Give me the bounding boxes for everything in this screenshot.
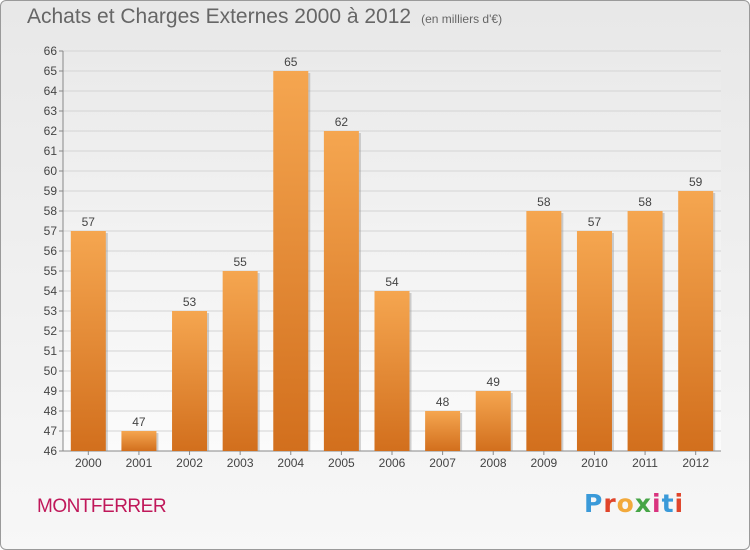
bar-value-label: 58 <box>638 195 652 209</box>
bar <box>627 211 663 451</box>
y-tick-label: 47 <box>44 424 58 438</box>
bar <box>425 411 461 451</box>
y-tick-label: 51 <box>44 344 58 358</box>
bar <box>374 291 410 451</box>
y-tick-label: 57 <box>44 224 58 238</box>
bar-value-label: 48 <box>436 395 450 409</box>
chart-title-text: Achats et Charges Externes 2000 à 2012 <box>27 5 412 28</box>
x-tick-label: 2007 <box>429 456 456 470</box>
y-tick-label: 61 <box>44 144 58 158</box>
x-tick-label: 2012 <box>682 456 709 470</box>
x-tick-label: 2002 <box>176 456 203 470</box>
bar-value-label: 59 <box>689 175 703 189</box>
chart-title: Achats et Charges Externes 2000 à 2012 (e… <box>27 5 502 29</box>
y-tick-label: 52 <box>44 324 58 338</box>
y-tick-label: 49 <box>44 384 58 398</box>
x-tick-label: 2006 <box>379 456 406 470</box>
proxiti-logo: Proxiti <box>584 489 685 518</box>
y-tick-label: 48 <box>44 404 58 418</box>
x-tick-label: 2009 <box>530 456 557 470</box>
bar <box>222 271 258 451</box>
y-tick-label: 65 <box>44 64 58 78</box>
bar <box>678 191 714 451</box>
x-tick-label: 2000 <box>75 456 102 470</box>
bar-value-label: 55 <box>233 255 247 269</box>
y-tick-label: 46 <box>44 444 58 458</box>
bar-value-label: 47 <box>132 415 146 429</box>
bar <box>475 391 511 451</box>
x-tick-label: 2008 <box>480 456 507 470</box>
bar-value-label: 57 <box>588 215 602 229</box>
bar <box>526 211 562 451</box>
x-tick-label: 2010 <box>581 456 608 470</box>
y-tick-label: 54 <box>44 284 58 298</box>
y-tick-label: 50 <box>44 364 58 378</box>
y-tick-label: 56 <box>44 244 58 258</box>
bar-value-label: 49 <box>487 375 501 389</box>
y-tick-label: 58 <box>44 204 58 218</box>
y-tick-label: 63 <box>44 104 58 118</box>
x-tick-label: 2004 <box>277 456 304 470</box>
bar-value-label: 53 <box>183 295 197 309</box>
y-tick-label: 53 <box>44 304 58 318</box>
bar <box>323 131 359 451</box>
town-name: MONTFERRER <box>37 496 167 517</box>
bar-value-label: 65 <box>284 55 298 69</box>
bar <box>172 311 208 451</box>
bar-value-label: 62 <box>335 115 349 129</box>
y-tick-label: 55 <box>44 264 58 278</box>
chart-unit: (en milliers d'€) <box>421 12 503 26</box>
x-tick-label: 2011 <box>632 456 658 470</box>
y-tick-label: 59 <box>44 184 58 198</box>
y-tick-label: 62 <box>44 124 58 138</box>
bar <box>70 231 106 451</box>
y-tick-label: 66 <box>44 44 58 58</box>
bar-value-label: 57 <box>82 215 96 229</box>
bar <box>576 231 612 451</box>
x-tick-label: 2005 <box>328 456 355 470</box>
x-tick-label: 2003 <box>227 456 254 470</box>
y-tick-label: 64 <box>44 84 58 98</box>
y-tick-label: 60 <box>44 164 58 178</box>
bar-value-label: 58 <box>537 195 551 209</box>
x-tick-label: 2001 <box>126 456 153 470</box>
bar <box>121 431 157 451</box>
bar-value-label: 54 <box>385 275 399 289</box>
bar <box>273 71 309 451</box>
